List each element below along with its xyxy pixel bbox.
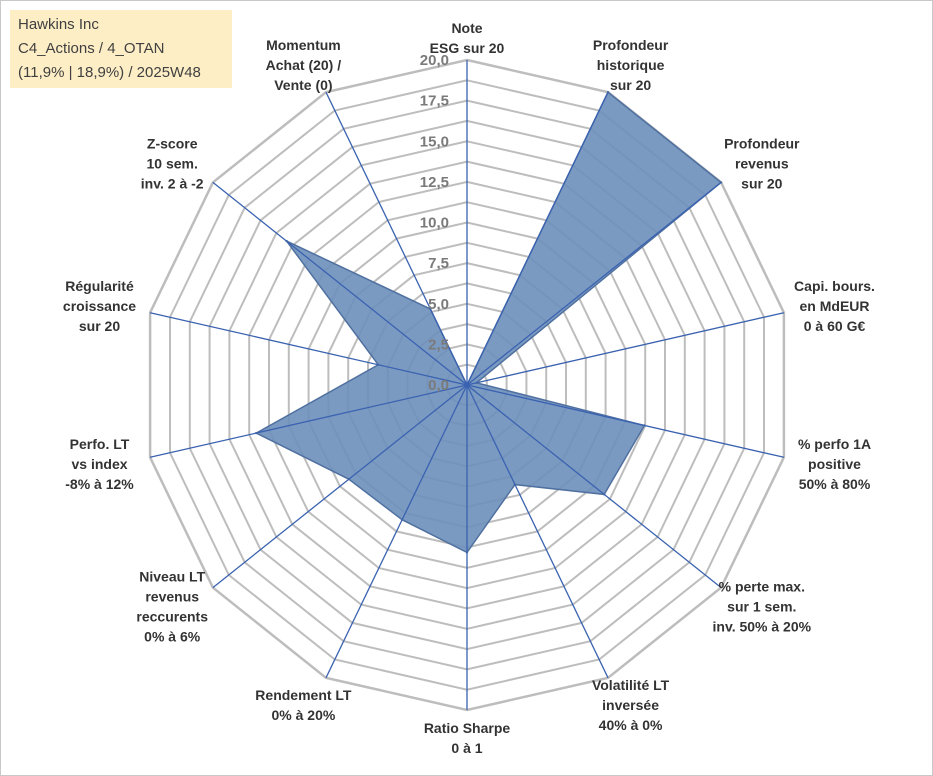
axis-label: Volatilité LT — [592, 677, 670, 693]
spoke-line — [466, 91, 609, 386]
axis-label: Capi. bours. — [794, 278, 875, 294]
axis-label: % perte max. — [719, 578, 805, 594]
axis-label: positive — [808, 456, 861, 472]
tick-label: 5,0 — [428, 296, 449, 313]
axis-label: 0 à 1 — [451, 740, 482, 756]
spoke-line — [466, 181, 722, 386]
tick-label: 17,5 — [420, 93, 449, 110]
spoke-line — [325, 384, 468, 679]
axis-label: Rendement LT — [255, 687, 352, 703]
axis-label: sur 20 — [610, 77, 651, 93]
axis-label: reccurents — [136, 608, 208, 624]
axis-label: Vente (0) — [274, 77, 332, 93]
info-box: Hawkins Inc C4_Actions / 4_OTAN (11,9% |… — [10, 10, 232, 88]
tick-label: 0,0 — [428, 377, 449, 394]
tick-label: 12,5 — [420, 174, 449, 191]
axis-label: 10 sem. — [147, 156, 198, 172]
tick-label: 15,0 — [420, 133, 449, 150]
axis-label: inversée — [602, 697, 659, 713]
axis-label: Achat (20) / — [266, 57, 342, 73]
axis-label: -8% à 12% — [65, 476, 134, 492]
axis-label: 0% à 20% — [271, 707, 335, 723]
spoke-line — [466, 384, 609, 679]
spoke-line — [325, 91, 468, 386]
tick-label: 10,0 — [420, 215, 449, 232]
spoke-line — [149, 312, 468, 386]
axis-label: en MdEUR — [800, 298, 870, 314]
spoke-line — [466, 312, 785, 386]
spoke-line — [149, 384, 468, 458]
axis-label: sur 20 — [741, 176, 782, 192]
axis-label: 50% à 80% — [799, 476, 871, 492]
axis-label: Niveau LT — [139, 568, 205, 584]
axis-label: croissance — [63, 298, 136, 314]
axis-label: Z-score — [147, 136, 198, 152]
spoke-line — [466, 384, 785, 458]
tick-label: 20,0 — [420, 52, 449, 69]
axis-label: revenus — [735, 156, 789, 172]
axis-label: Perfo. LT — [70, 436, 130, 452]
axis-label: inv. 2 à -2 — [141, 176, 204, 192]
axis-label: Momentum — [266, 37, 341, 53]
tick-label: 7,5 — [428, 255, 449, 272]
axis-label: ESG sur 20 — [430, 40, 505, 56]
axis-label: 0% à 6% — [144, 628, 201, 644]
axis-label: historique — [597, 57, 665, 73]
axis-label: Ratio Sharpe — [424, 720, 511, 736]
axis-label: Régularité — [65, 278, 134, 294]
axis-label: % perfo 1A — [798, 436, 871, 452]
company-name: Hawkins Inc — [18, 16, 99, 33]
axis-label: inv. 50% à 20% — [713, 618, 812, 634]
spoke-line — [212, 181, 468, 386]
axis-label: Profondeur — [724, 136, 800, 152]
axis-label: vs index — [71, 456, 127, 472]
spoke-line — [466, 384, 722, 589]
axis-label: revenus — [145, 588, 199, 604]
axis-label: 0 à 60 G€ — [804, 318, 866, 334]
axis-label: 40% à 0% — [599, 717, 663, 733]
spoke-line — [212, 384, 468, 589]
axis-label: sur 1 sem. — [727, 598, 796, 614]
portfolio-label: C4_Actions / 4_OTAN — [18, 40, 165, 57]
axis-label: Note — [451, 20, 482, 36]
axis-label: sur 20 — [79, 318, 120, 334]
series-area — [254, 91, 723, 554]
axis-label: Profondeur — [593, 37, 669, 53]
performance-label: (11,9% | 18,9%) / 2025W48 — [18, 64, 201, 81]
tick-label: 2,5 — [428, 336, 449, 353]
